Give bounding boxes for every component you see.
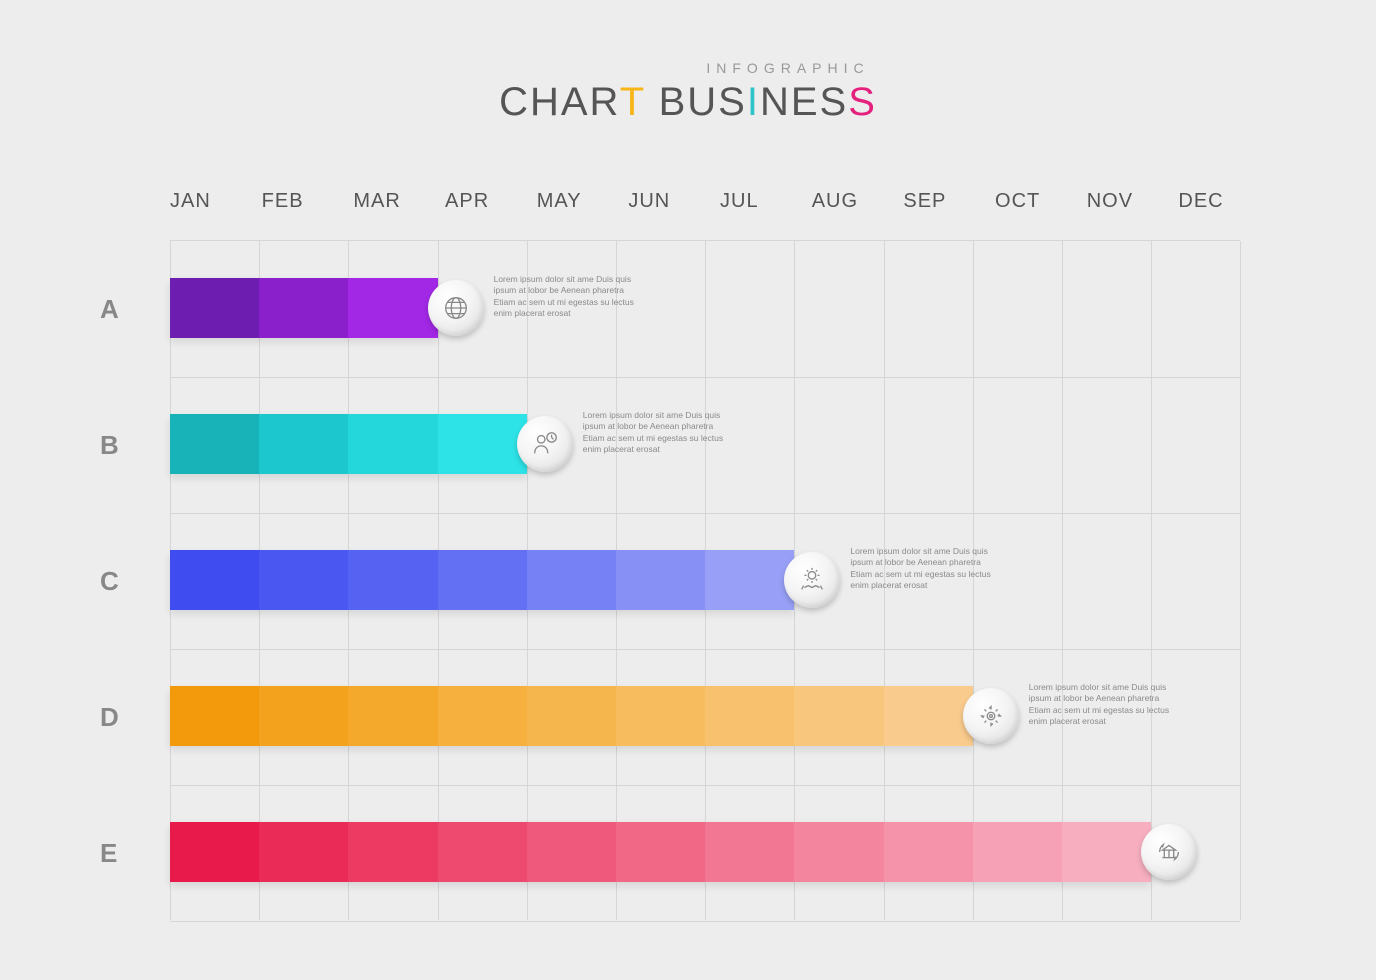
grid-vline — [1240, 241, 1241, 920]
bar-description: Lorem ipsum dolor sit ame Duis quis ipsu… — [850, 546, 1000, 592]
month-label: DEC — [1178, 190, 1270, 230]
chart-header: INFOGRAPHIC CHART BUSINESS — [0, 60, 1376, 125]
month-label: NOV — [1087, 190, 1179, 230]
bar-segment — [259, 686, 348, 746]
bar-segment — [616, 686, 705, 746]
gantt-bar — [170, 278, 438, 338]
bar-segment — [794, 686, 883, 746]
bar-segment — [794, 822, 883, 882]
bar-segment — [170, 550, 259, 610]
row-labels: A B C D E — [100, 240, 160, 920]
title-letter: T — [620, 80, 646, 124]
month-label: JUL — [720, 190, 812, 230]
bar-segment — [259, 414, 348, 474]
bar-segment — [705, 550, 794, 610]
bar-segment — [705, 686, 794, 746]
title-letter: E — [791, 80, 820, 124]
bar-segment — [348, 278, 437, 338]
month-label: OCT — [995, 190, 1087, 230]
title-letter: S — [820, 80, 849, 124]
bar-segment — [616, 550, 705, 610]
row-label: C — [100, 566, 119, 597]
bar-segment — [438, 550, 527, 610]
month-label: MAY — [537, 190, 629, 230]
gear-handshake-icon — [784, 552, 840, 608]
bar-segment — [884, 686, 973, 746]
bar-segment — [438, 822, 527, 882]
chart-title: CHART BUSINESS — [0, 80, 1376, 125]
title-letter — [645, 80, 658, 124]
title-letter: S — [718, 80, 747, 124]
bank-cycle-icon — [1141, 824, 1197, 880]
bar-segment — [438, 414, 527, 474]
title-letter: U — [687, 80, 718, 124]
month-label: SEP — [903, 190, 995, 230]
globe-icon — [428, 280, 484, 336]
title-letter: A — [561, 80, 590, 124]
month-label: JUN — [628, 190, 720, 230]
title-letter: N — [760, 80, 791, 124]
month-label: JAN — [170, 190, 262, 230]
month-label: FEB — [262, 190, 354, 230]
bar-segment — [259, 822, 348, 882]
bar-segment — [170, 822, 259, 882]
title-letter: I — [747, 80, 760, 124]
bar-segment — [616, 822, 705, 882]
month-label: AUG — [812, 190, 904, 230]
bar-segment — [438, 686, 527, 746]
gantt-bar — [170, 414, 527, 474]
month-label: APR — [445, 190, 537, 230]
title-letter: H — [530, 80, 561, 124]
bar-segment — [259, 550, 348, 610]
grid-hline — [170, 921, 1240, 922]
bar-segment — [1062, 822, 1151, 882]
bar-segment — [348, 550, 437, 610]
bar-segment — [348, 414, 437, 474]
bar-segment — [170, 686, 259, 746]
bar-segment — [705, 822, 794, 882]
gantt-bar — [170, 550, 794, 610]
bar-segment — [348, 822, 437, 882]
chart-frame: JANFEBMARAPRMAYJUNJULAUGSEPOCTNOVDEC A B C… — [100, 190, 1270, 930]
gantt-bar — [170, 686, 973, 746]
bar-segment — [884, 822, 973, 882]
bar-segment — [527, 686, 616, 746]
chart-subtitle: INFOGRAPHIC — [0, 60, 1376, 76]
bar-segment — [527, 550, 616, 610]
row-label: B — [100, 430, 119, 461]
bar-segment — [527, 822, 616, 882]
row-label: D — [100, 702, 119, 733]
row-label: E — [100, 838, 117, 869]
bars-layer: Lorem ipsum dolor sit ame Duis quis ipsu… — [170, 240, 1240, 920]
bar-segment — [973, 822, 1062, 882]
bar-segment — [348, 686, 437, 746]
bar-description: Lorem ipsum dolor sit ame Duis quis ipsu… — [1029, 682, 1179, 728]
title-letter: B — [659, 80, 688, 124]
title-letter: R — [590, 80, 620, 124]
bar-segment — [259, 278, 348, 338]
bar-description: Lorem ipsum dolor sit ame Duis quis ipsu… — [583, 410, 733, 456]
bar-segment — [170, 278, 259, 338]
bar-segment — [170, 414, 259, 474]
title-letter: C — [499, 80, 530, 124]
title-letter: S — [848, 80, 877, 124]
month-axis: JANFEBMARAPRMAYJUNJULAUGSEPOCTNOVDEC — [170, 190, 1270, 230]
person-clock-icon — [517, 416, 573, 472]
bar-description: Lorem ipsum dolor sit ame Duis quis ipsu… — [494, 274, 644, 320]
gantt-bar — [170, 822, 1151, 882]
row-label: A — [100, 294, 119, 325]
gear-arrows-icon — [963, 688, 1019, 744]
month-label: MAR — [353, 190, 445, 230]
